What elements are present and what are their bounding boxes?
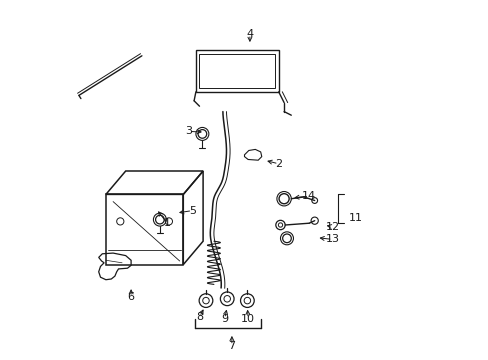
Text: 6: 6 (127, 292, 134, 302)
Bar (196, 50, 278, 92)
Text: 3: 3 (185, 126, 192, 136)
Bar (199, 54, 275, 88)
Text: 4: 4 (246, 29, 253, 39)
Text: 2: 2 (275, 159, 282, 169)
Text: 8: 8 (196, 312, 203, 322)
Circle shape (279, 194, 288, 204)
Text: 11: 11 (348, 213, 362, 223)
Text: 13: 13 (325, 234, 339, 244)
Text: 1: 1 (163, 218, 170, 228)
Text: 5: 5 (188, 206, 195, 216)
Text: 10: 10 (241, 314, 255, 324)
Circle shape (282, 234, 291, 243)
Text: 7: 7 (228, 341, 235, 351)
Circle shape (198, 130, 206, 138)
Circle shape (155, 215, 164, 224)
Text: 14: 14 (302, 191, 316, 201)
Bar (106, 194, 183, 265)
Text: 9: 9 (221, 314, 228, 324)
Text: 12: 12 (325, 222, 339, 232)
